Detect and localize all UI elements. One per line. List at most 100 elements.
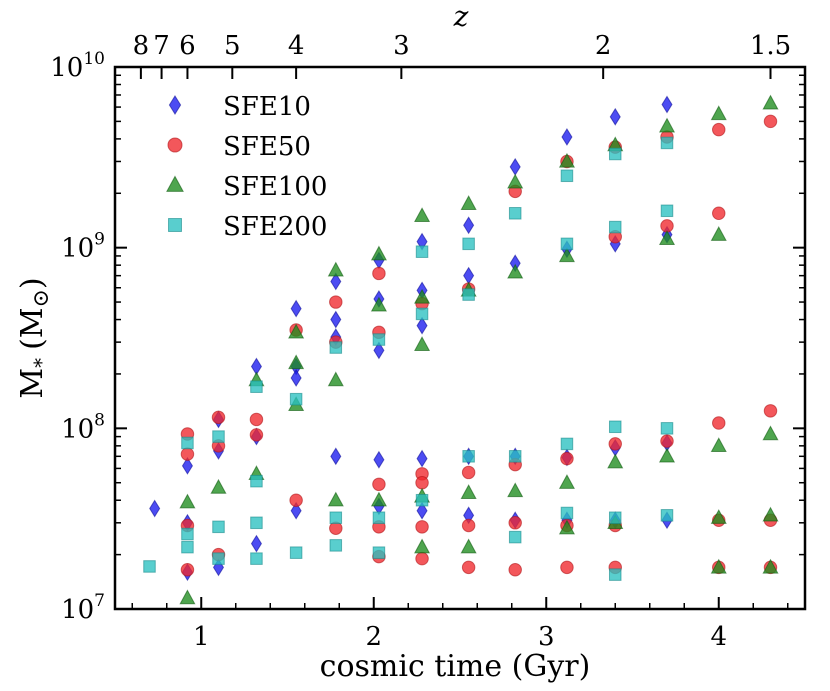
data-point-sfe100 xyxy=(762,558,779,574)
y-tick-base: 10 xyxy=(61,414,94,444)
data-point-sfe50 xyxy=(560,560,574,575)
data-point-sfe200 xyxy=(415,307,429,321)
data-point-sfe200 xyxy=(143,560,156,573)
data-point-sfe200 xyxy=(415,245,429,258)
data-point-sfe50 xyxy=(372,266,386,281)
legend-label: SFE50 xyxy=(223,132,311,162)
data-point-sfe200 xyxy=(660,136,674,150)
data-point-sfe100 xyxy=(762,425,779,441)
data-point-sfe50 xyxy=(289,493,303,507)
data-point-sfe50 xyxy=(508,562,522,577)
series-sfe10 xyxy=(149,95,673,582)
y-tick-label: 107 xyxy=(61,591,105,625)
data-point-sfe50 xyxy=(211,410,226,425)
data-point-sfe10 xyxy=(290,369,302,387)
data-point-sfe200 xyxy=(560,437,574,451)
legend-label: SFE10 xyxy=(223,92,311,122)
data-point-sfe100 xyxy=(413,288,431,304)
legend-item-sfe100: SFE100 xyxy=(166,172,327,202)
data-point-sfe200 xyxy=(462,450,475,463)
data-point-sfe200 xyxy=(372,546,386,559)
data-point-sfe100 xyxy=(327,261,344,277)
x-tick-label: 4 xyxy=(710,622,727,652)
data-point-sfe200 xyxy=(212,430,225,443)
data-point-sfe200 xyxy=(372,511,386,524)
data-point-sfe100 xyxy=(710,437,727,453)
data-point-sfe200 xyxy=(372,333,386,346)
data-point-sfe10 xyxy=(463,266,475,285)
y-tick-exponent: 8 xyxy=(94,410,105,430)
series-sfe200 xyxy=(143,136,674,581)
data-point-sfe100 xyxy=(658,230,676,245)
x-tick-label: 1 xyxy=(193,622,210,652)
legend-marker-sfe200 xyxy=(168,218,182,232)
data-point-sfe100 xyxy=(413,207,431,223)
data-point-sfe200 xyxy=(560,237,574,251)
data-point-sfe10 xyxy=(330,447,342,466)
data-point-sfe100 xyxy=(762,506,779,522)
data-point-sfe200 xyxy=(415,493,429,507)
data-point-sfe200 xyxy=(608,511,622,524)
data-point-sfe200 xyxy=(608,147,622,161)
data-point-sfe100 xyxy=(370,245,387,261)
y-axis-label-main: M xyxy=(15,368,50,399)
y-tick-base: 10 xyxy=(50,53,83,83)
data-point-sfe200 xyxy=(508,207,522,220)
top-tick-label: 6 xyxy=(179,31,196,61)
data-point-sfe100 xyxy=(179,589,196,605)
y-tick-exponent: 9 xyxy=(94,230,105,250)
axis-labels: cosmic time (Gyr) z M* (M⊙) xyxy=(15,0,590,684)
data-point-sfe10 xyxy=(330,272,342,291)
data-point-sfe100 xyxy=(210,478,227,494)
data-point-sfe100 xyxy=(558,474,576,489)
top-tick-label: 7 xyxy=(153,31,170,61)
top-tick-label: 5 xyxy=(224,31,241,61)
data-point-sfe200 xyxy=(181,540,194,554)
data-point-sfe200 xyxy=(608,420,622,434)
y-tick-exponent: 10 xyxy=(83,49,105,69)
data-point-sfe100 xyxy=(710,509,727,524)
y-tick-label: 109 xyxy=(61,230,105,264)
data-point-sfe200 xyxy=(329,539,343,552)
top-tick-label: 3 xyxy=(393,31,410,61)
data-point-sfe200 xyxy=(660,422,674,435)
legend-label: SFE100 xyxy=(223,172,327,202)
data-point-sfe100 xyxy=(658,117,676,133)
data-point-sfe50 xyxy=(712,122,726,137)
y-axis-label-sun-symbol: ⊙ xyxy=(29,289,54,307)
data-point-sfe100 xyxy=(710,105,727,121)
legend-item-sfe10: SFE10 xyxy=(168,92,311,122)
data-point-sfe200 xyxy=(608,568,622,581)
top-axis-label: z xyxy=(453,0,469,33)
y-axis-label-unit-close: ) xyxy=(15,277,50,289)
x-axis-label: cosmic time (Gyr) xyxy=(320,649,591,684)
data-point-sfe200 xyxy=(329,341,343,354)
data-point-sfe100 xyxy=(558,519,576,535)
data-point-sfe200 xyxy=(250,552,263,565)
data-point-sfe50 xyxy=(249,412,264,427)
legend: SFE10 SFE50 SFE100 SFE200 xyxy=(166,92,327,242)
data-point-sfe100 xyxy=(370,491,387,507)
legend-marker-sfe100 xyxy=(166,175,184,192)
data-point-sfe100 xyxy=(288,323,305,339)
data-point-sfe50 xyxy=(461,518,476,533)
top-tick-label: 4 xyxy=(288,31,305,61)
data-point-sfe200 xyxy=(212,520,225,534)
data-point-sfe200 xyxy=(250,474,263,488)
data-point-sfe200 xyxy=(462,288,475,301)
data-point-sfe50 xyxy=(660,434,674,448)
data-point-sfe200 xyxy=(250,380,263,393)
data-point-sfe10 xyxy=(181,456,193,475)
data-point-sfe10 xyxy=(416,316,428,335)
data-point-sfe50 xyxy=(329,295,343,309)
data-point-sfe10 xyxy=(609,107,621,126)
y-axis-label-sub: * xyxy=(29,358,53,368)
data-point-sfe100 xyxy=(762,94,779,110)
data-point-sfe10 xyxy=(373,450,385,469)
legend-label: SFE200 xyxy=(223,212,327,242)
x-tick-label: 3 xyxy=(538,622,555,652)
data-point-sfe100 xyxy=(179,493,196,509)
legend-item-sfe200: SFE200 xyxy=(168,212,327,242)
data-point-sfe100 xyxy=(460,538,477,554)
